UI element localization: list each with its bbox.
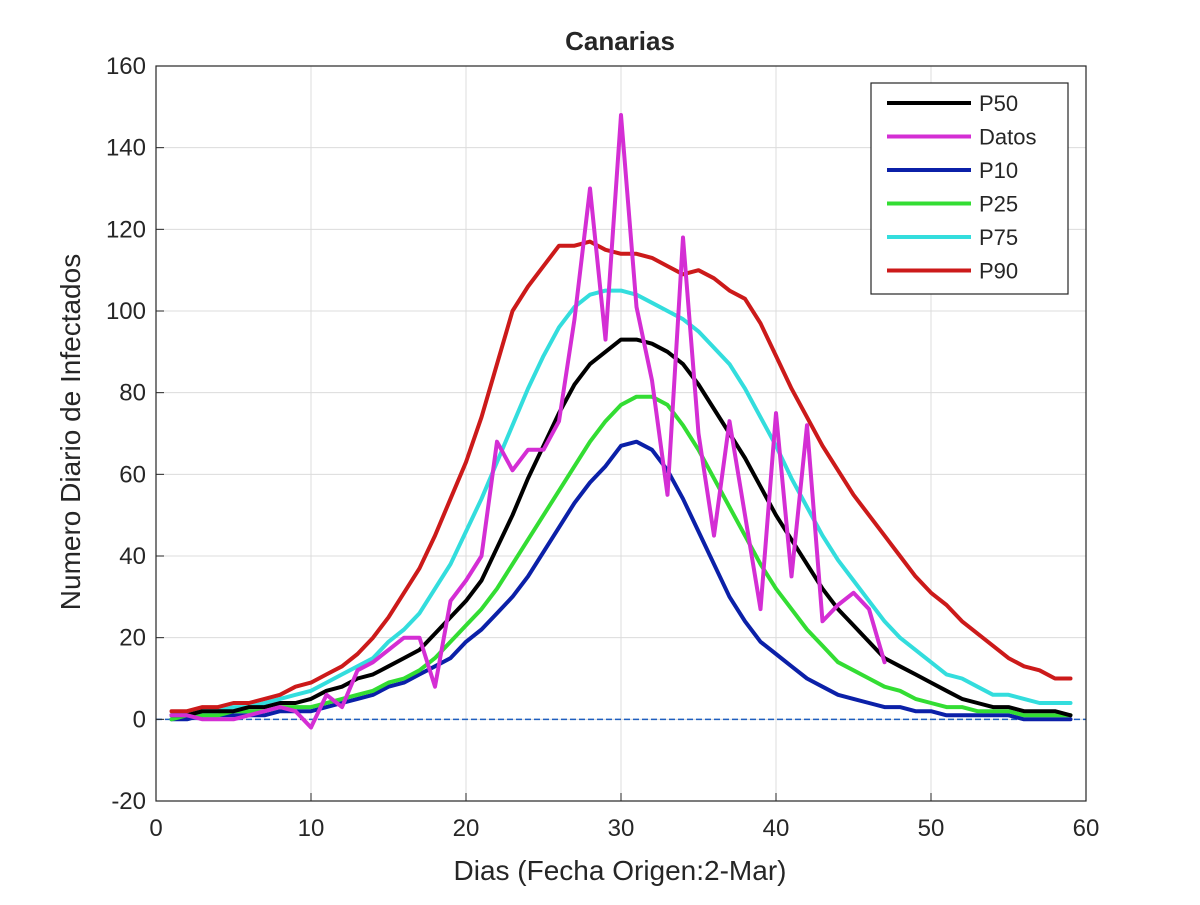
x-tick-label: 20 (453, 815, 480, 842)
x-tick-label: 10 (298, 815, 325, 842)
y-tick-label: 120 (106, 216, 146, 243)
x-tick-label: 0 (149, 815, 162, 842)
series-line-p75 (169, 288, 1073, 718)
y-tick-label: 0 (133, 706, 146, 733)
y-tick-label: -20 (111, 788, 146, 815)
x-tick-label: 60 (1073, 815, 1100, 842)
x-tick-label: 40 (763, 815, 790, 842)
plot-series (156, 113, 1086, 730)
legend-label: P90 (979, 259, 1018, 284)
legend-label: Datos (979, 125, 1036, 150)
legend-box (870, 82, 1069, 295)
y-tick-label: 100 (106, 298, 146, 325)
chart-title: Canarias (565, 26, 675, 56)
series-line-p50 (169, 337, 1073, 718)
legend-label: P10 (979, 158, 1018, 183)
series-line-datos (169, 113, 887, 730)
x-tick-label: 30 (608, 815, 635, 842)
legend-label: P75 (979, 225, 1018, 250)
legend-label: P50 (979, 91, 1018, 116)
y-tick-label: 80 (119, 380, 146, 407)
x-tick-label: 50 (918, 815, 945, 842)
legend-label: P25 (979, 192, 1018, 217)
y-tick-label: 20 (119, 625, 146, 652)
y-tick-label: 40 (119, 543, 146, 570)
x-axis-label: Dias (Fecha Origen:2-Mar) (454, 855, 787, 886)
y-axis-label: Numero Diario de Infectados (55, 254, 86, 610)
y-tick-label: 60 (119, 461, 146, 488)
y-tick-label: 160 (106, 53, 146, 80)
y-tick-label: 140 (106, 135, 146, 162)
legend: P50 Datos P10 P25 P75 P90 (870, 82, 1069, 295)
series-line-p90 (169, 239, 1073, 714)
